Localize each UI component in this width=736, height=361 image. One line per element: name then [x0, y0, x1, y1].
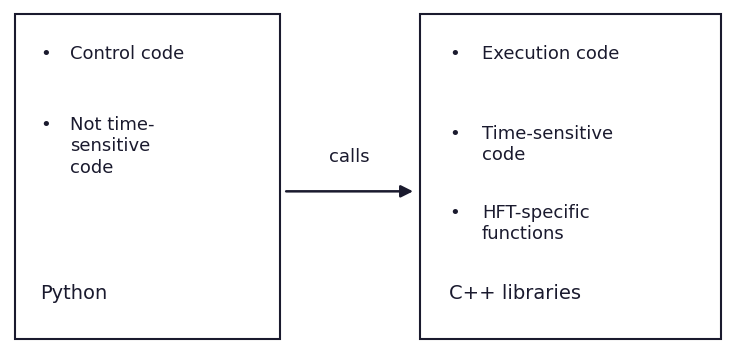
Text: •: • [40, 45, 52, 63]
Text: C++ libraries: C++ libraries [449, 284, 581, 303]
Text: Execution code: Execution code [482, 45, 620, 63]
Bar [15, 14, 280, 339]
Text: Control code: Control code [70, 45, 184, 63]
Text: Python: Python [40, 284, 107, 303]
Text: Not time-
sensitive
code: Not time- sensitive code [70, 116, 155, 177]
Text: •: • [40, 116, 52, 134]
Text: •: • [449, 125, 460, 143]
Text: •: • [449, 45, 460, 63]
Text: •: • [449, 204, 460, 222]
Text: calls: calls [329, 148, 370, 166]
Text: Time-sensitive
code: Time-sensitive code [482, 125, 613, 164]
Text: HFT-specific
functions: HFT-specific functions [482, 204, 590, 243]
Bar [420, 14, 721, 339]
